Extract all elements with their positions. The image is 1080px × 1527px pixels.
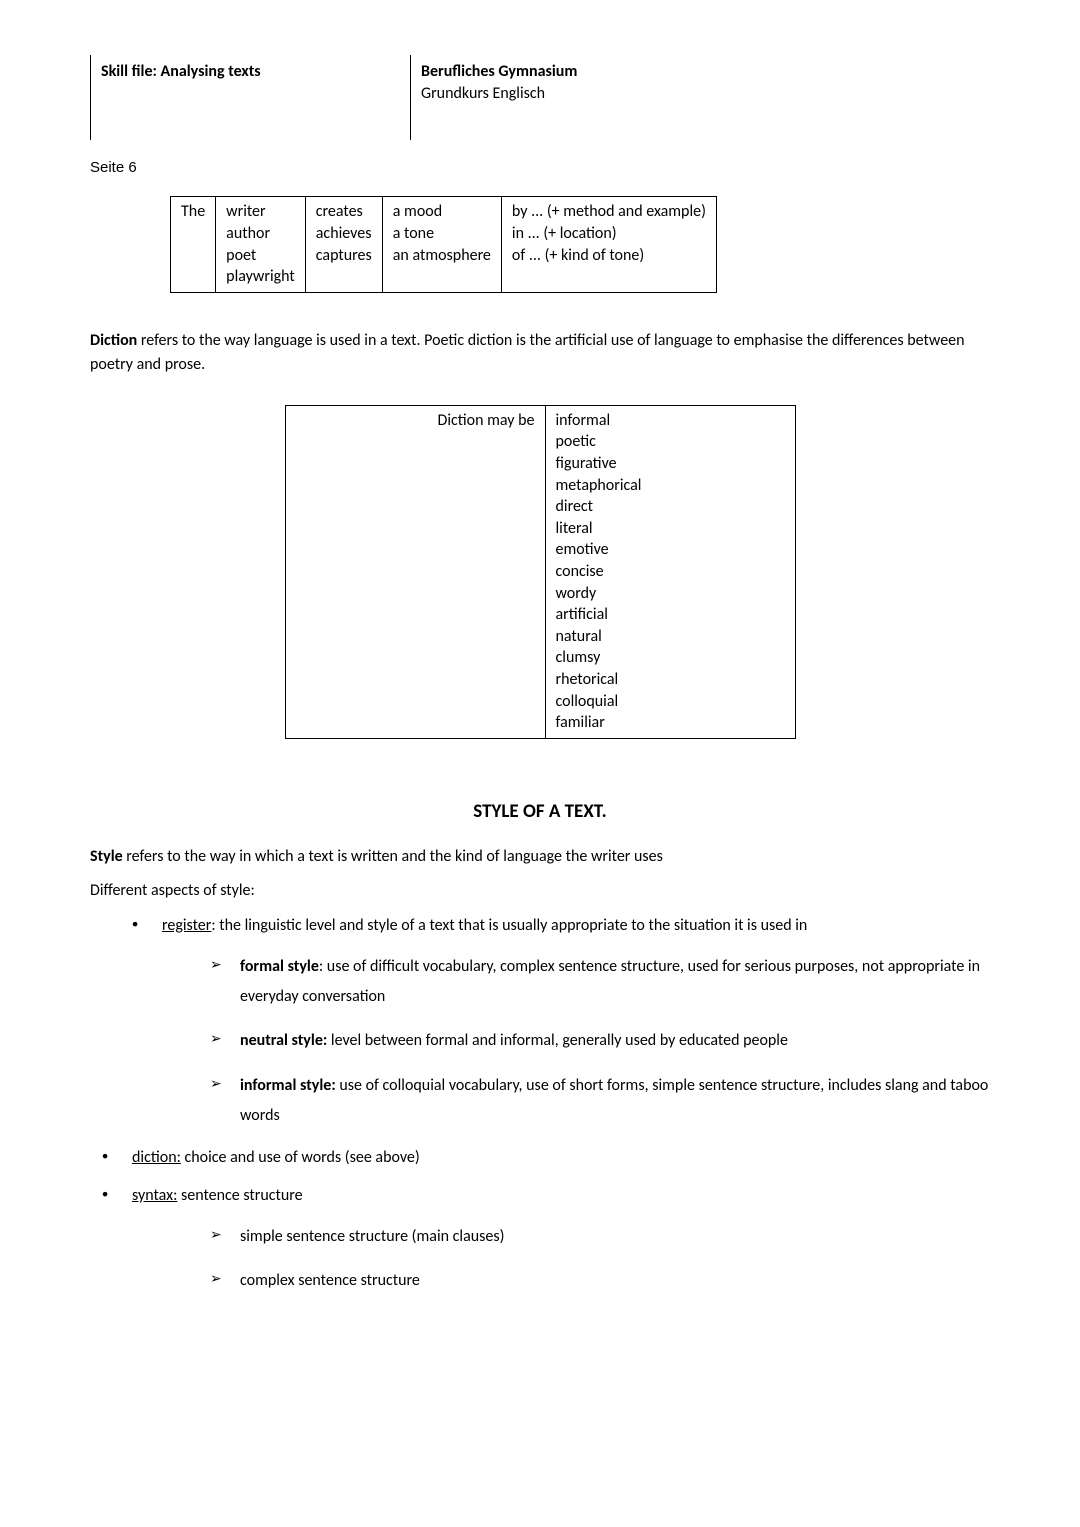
syntax-sub-complex: complex sentence structure	[210, 1266, 990, 1296]
table2-left: Diction may be	[285, 405, 545, 738]
diction-types-table: Diction may be informal poetic figurativ…	[285, 405, 796, 739]
register-sub-informal: informal style: use of colloquial vocabu…	[210, 1071, 990, 1132]
syntax-sub-simple: simple sentence structure (main clauses)	[210, 1222, 990, 1252]
table1-col3: creates achieves captures	[305, 197, 382, 292]
table1-col2: writer author poet playwright	[216, 197, 306, 292]
syntax-sublist: simple sentence structure (main clauses)…	[210, 1222, 990, 1297]
table1-col5: by ... (+ method and example) in ... (+ …	[501, 197, 716, 292]
page-number: Seite 6	[90, 158, 990, 178]
style-bold: Style	[90, 847, 123, 866]
register-label: register	[162, 916, 211, 935]
aspects-intro: Different aspects of style:	[90, 880, 990, 902]
register-sub-neutral: neutral style: level between formal and …	[210, 1026, 990, 1056]
diction-label: diction:	[132, 1148, 181, 1167]
table1-col4: a mood a tone an atmosphere	[382, 197, 501, 292]
table1-col1: The	[171, 197, 216, 292]
diction-rest: refers to the way language is used in a …	[90, 331, 965, 374]
header-right-bold: Berufliches Gymnasium	[421, 61, 577, 83]
diction-bold: Diction	[90, 331, 137, 350]
header-left: Skill file: Analysing texts	[90, 55, 410, 140]
style-rest: refers to the way in which a text is wri…	[123, 847, 663, 866]
syntax-rest: sentence structure	[177, 1186, 302, 1205]
syntax-label: syntax:	[132, 1186, 177, 1205]
page-header: Skill file: Analysing texts Berufliches …	[90, 55, 990, 140]
header-right: Berufliches Gymnasium Grundkurs Englisch	[410, 55, 587, 140]
diction-rest2: choice and use of words (see above)	[181, 1148, 420, 1167]
bullet-syntax: syntax: sentence structure simple senten…	[102, 1184, 990, 1297]
sentence-builder-table: The writer author poet playwright create…	[170, 196, 717, 292]
header-right-sub: Grundkurs Englisch	[421, 83, 577, 105]
aspects-list: register: the linguistic level and style…	[132, 914, 990, 1297]
diction-paragraph: Diction refers to the way language is us…	[90, 329, 990, 377]
bullet-diction: diction: choice and use of words (see ab…	[102, 1146, 990, 1170]
bullet-register: register: the linguistic level and style…	[132, 914, 990, 1132]
section-title: STYLE OF A TEXT.	[90, 799, 990, 825]
register-sub-formal: formal style: use of difficult vocabular…	[210, 952, 990, 1013]
register-rest: : the linguistic level and style of a te…	[211, 916, 807, 935]
table2-right: informal poetic figurative metaphorical …	[545, 405, 795, 738]
style-paragraph: Style refers to the way in which a text …	[90, 846, 990, 868]
register-sublist: formal style: use of difficult vocabular…	[210, 952, 990, 1132]
